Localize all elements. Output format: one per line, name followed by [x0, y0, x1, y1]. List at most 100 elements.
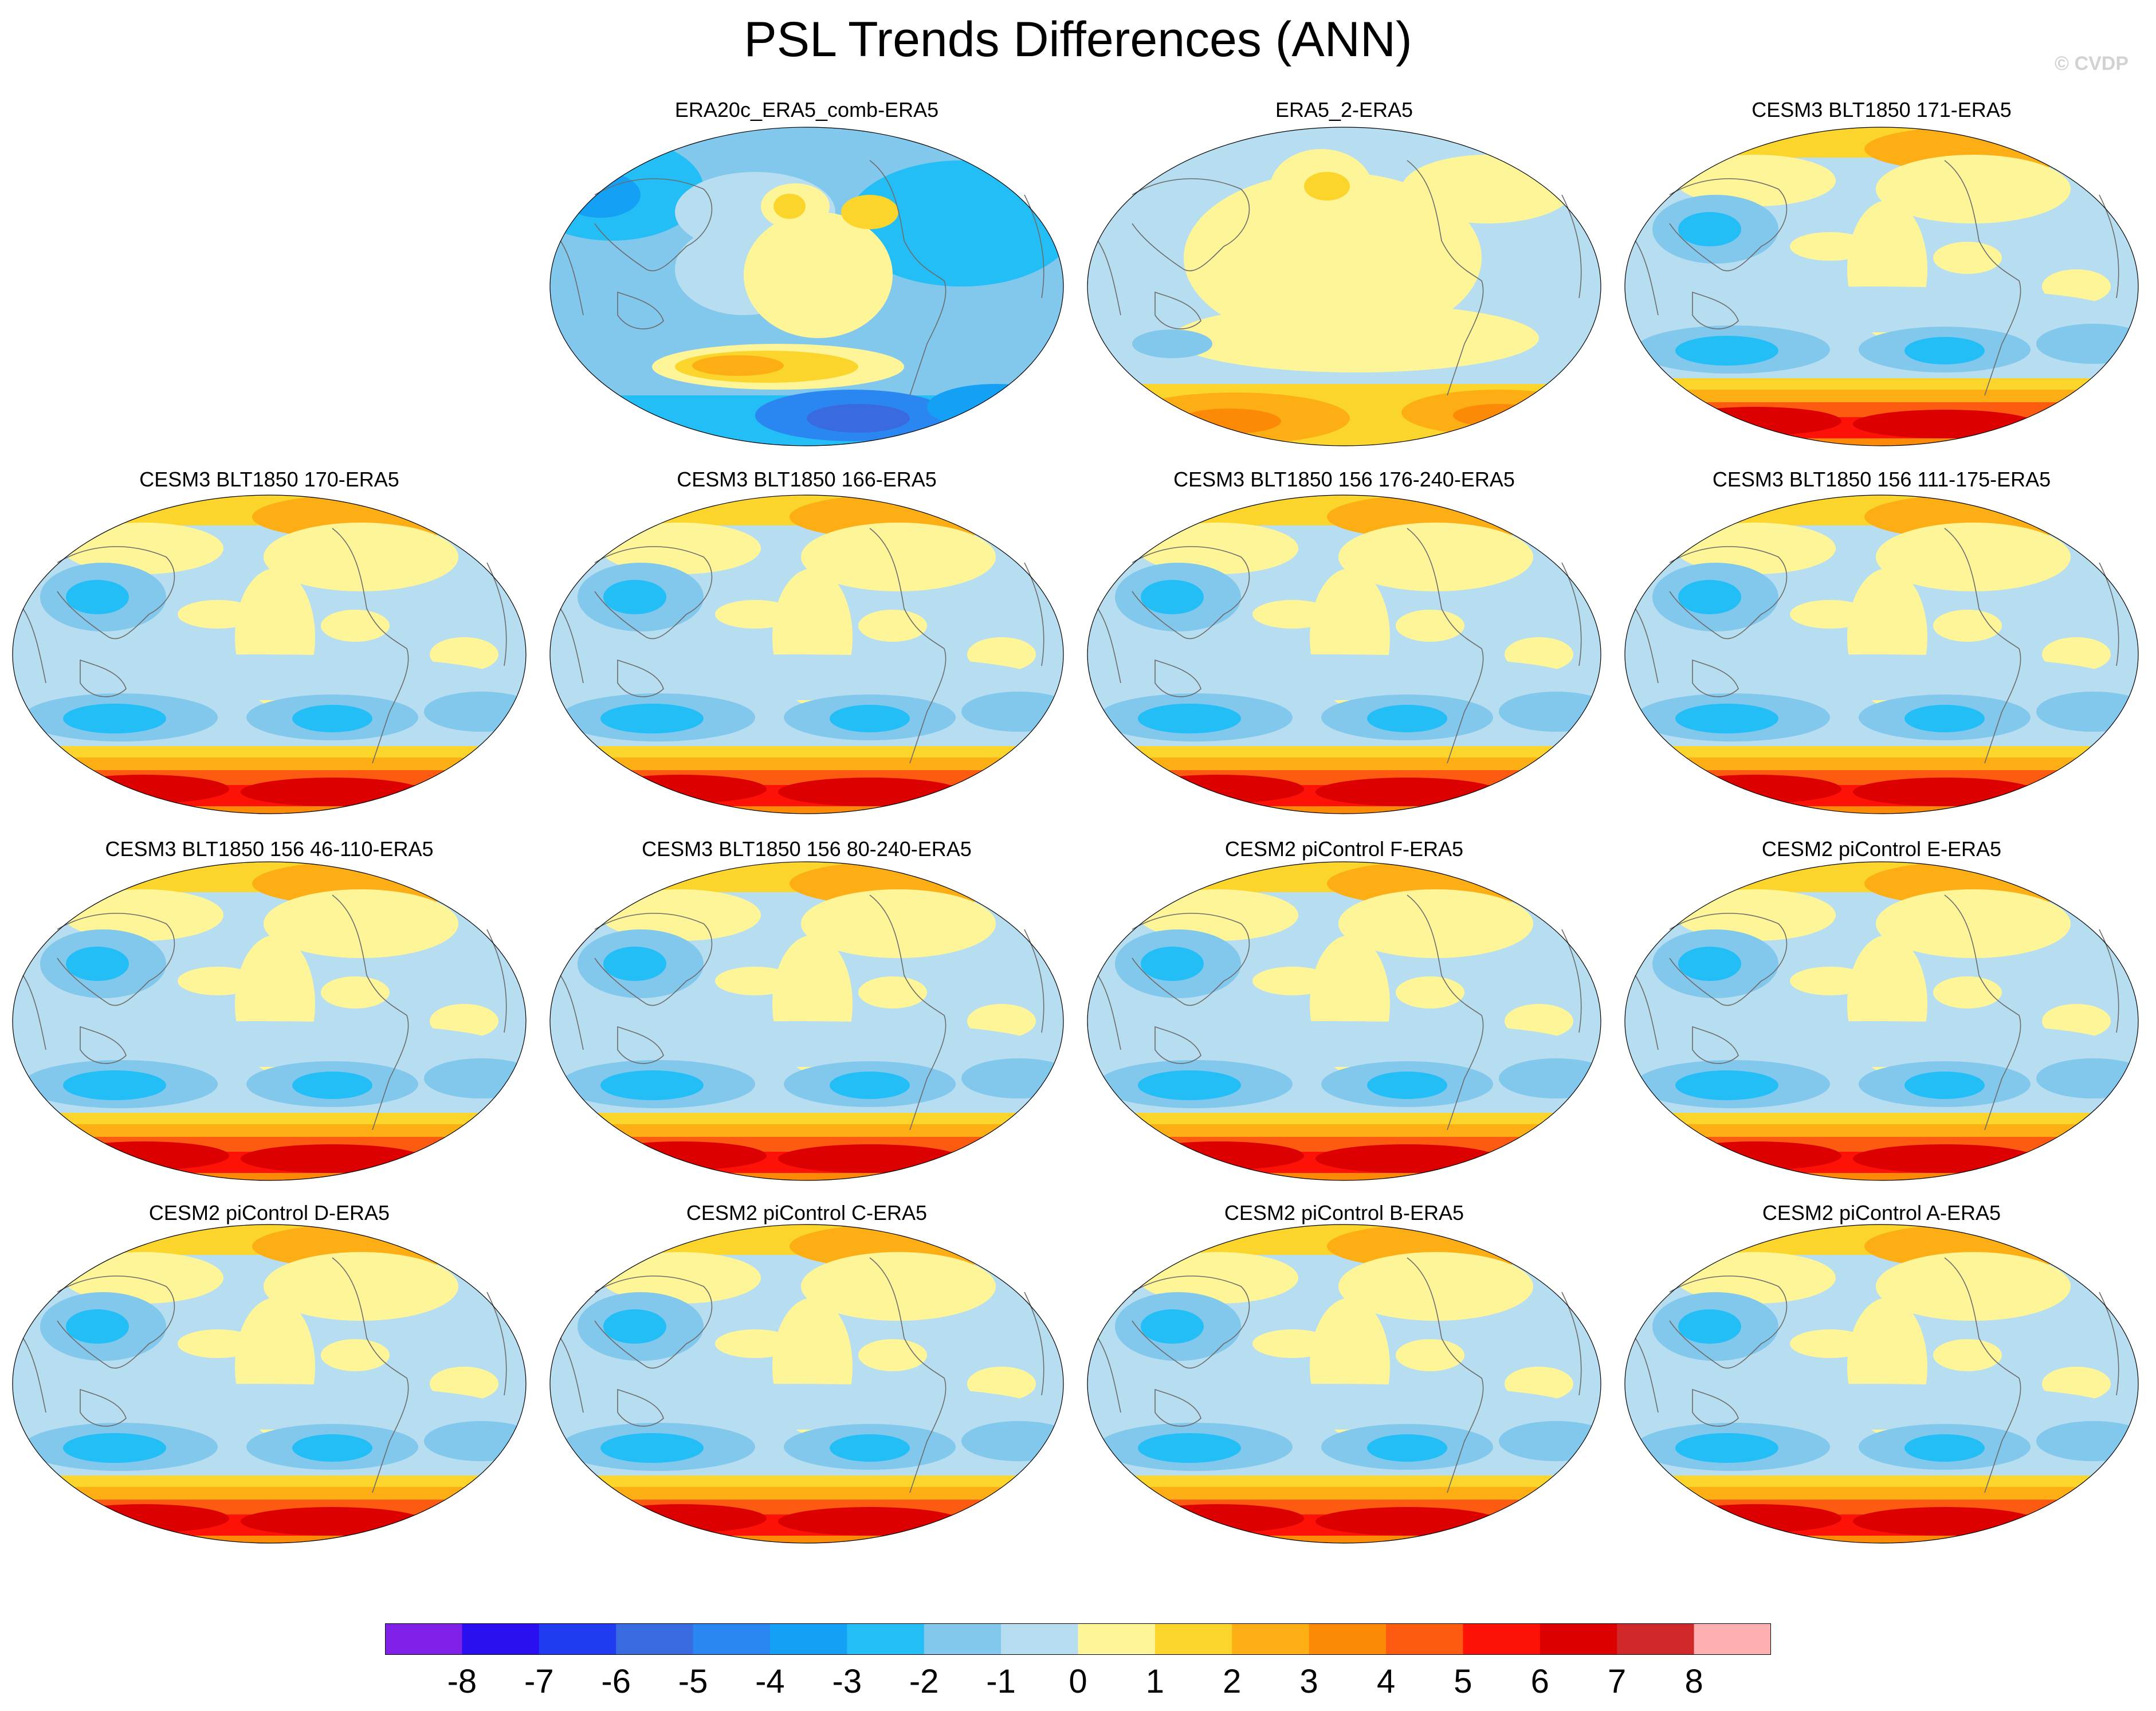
map-panel: [1624, 495, 2139, 814]
coastline: [1132, 1276, 1250, 1369]
coastline: [1561, 194, 1582, 299]
negative-anomaly: [1138, 1070, 1241, 1100]
positive-anomaly: [1933, 1339, 2002, 1371]
panel-title: ERA5_2-ERA5: [1275, 98, 1413, 121]
positive-anomaly: [178, 967, 258, 995]
positive-anomaly: [430, 1367, 498, 1401]
positive-anomaly: [1315, 1507, 1499, 1536]
coastline: [1097, 975, 1121, 1050]
positive-anomaly: [1670, 407, 1841, 435]
positive-anomaly: [1675, 889, 1836, 941]
map-panel: [1624, 127, 2139, 446]
negative-anomaly: [1904, 337, 1985, 364]
coastline: [1154, 659, 1201, 697]
positive-anomaly: [1670, 775, 1841, 803]
positive-anomaly: [1675, 1252, 1836, 1304]
map-panel: [549, 127, 1064, 446]
southern-ocean-positive: [13, 758, 526, 772]
coastline: [1154, 291, 1201, 329]
coastline: [1154, 1026, 1201, 1064]
negative-anomaly: [1675, 1433, 1778, 1463]
coastline: [1692, 291, 1739, 329]
positive-anomaly: [1338, 523, 1533, 591]
negative-anomaly: [1141, 580, 1204, 614]
coastline: [22, 975, 46, 1050]
positive-anomaly: [241, 1144, 424, 1173]
southern-ocean-positive: [550, 1475, 1063, 1488]
positive-anomaly: [1138, 889, 1298, 941]
panel-title: CESM2 piControl D-ERA5: [148, 1201, 390, 1225]
positive-anomaly: [778, 1144, 961, 1173]
positive-anomaly: [1396, 976, 1464, 1008]
colorbar-bin: [462, 1623, 540, 1655]
negative-anomaly: [1138, 1433, 1241, 1463]
coastline: [617, 1388, 664, 1427]
coastline: [80, 1388, 127, 1427]
coastline: [1635, 608, 1659, 684]
positive-anomaly: [1670, 1141, 1841, 1170]
negative-anomaly: [603, 947, 666, 981]
colorbar-tick-label: 8: [1684, 1663, 1703, 1700]
positive-anomaly: [57, 1504, 229, 1533]
positive-anomaly: [801, 889, 996, 958]
panel-title: CESM2 piControl C-ERA5: [686, 1201, 928, 1225]
colorbar-tick-label: -2: [909, 1663, 939, 1700]
positive-anomaly: [1675, 523, 1836, 574]
negative-anomaly: [1678, 212, 1741, 246]
positive-anomaly: [57, 1141, 229, 1170]
map-panel: [549, 495, 1064, 814]
southern-ocean-positive: [13, 746, 526, 759]
southern-ocean-positive: [1625, 746, 2138, 759]
colorbar-bin: [1463, 1623, 1541, 1655]
positive-anomaly: [1138, 523, 1298, 574]
positive-anomaly: [1338, 889, 1533, 958]
positive-anomaly: [1453, 404, 1545, 427]
map-panel: [12, 495, 527, 814]
positive-anomaly: [1493, 1509, 1596, 1532]
positive-anomaly: [1505, 1004, 1573, 1038]
coastline: [1944, 160, 2021, 396]
southern-ocean-positive: [1087, 1475, 1601, 1488]
coastline: [1944, 1257, 2021, 1493]
panel-title: CESM3 BLT1850 156 176-240-ERA5: [1173, 468, 1515, 491]
negative-anomaly: [807, 404, 910, 433]
positive-anomaly: [264, 1252, 458, 1321]
positive-anomaly: [858, 610, 927, 642]
negative-anomaly: [1141, 1309, 1204, 1344]
colorbar-tick-label: -6: [601, 1663, 631, 1700]
colorbar-tick-label: 6: [1530, 1663, 1549, 1700]
positive-anomaly: [1933, 610, 2002, 642]
positive-anomaly: [715, 967, 795, 995]
coastline: [332, 894, 409, 1131]
coastline: [617, 291, 664, 329]
positive-anomaly: [1790, 967, 1870, 995]
positive-anomaly: [744, 212, 893, 338]
panel-title: CESM3 BLT1850 156 80-240-ERA5: [642, 837, 972, 861]
colorbar-bin: [385, 1623, 462, 1655]
colorbar-frame: [385, 1623, 1771, 1655]
coastline: [1024, 1292, 1044, 1396]
map-boundary: [1087, 861, 1601, 1181]
coastline: [1024, 929, 1044, 1033]
negative-anomaly: [1367, 705, 1447, 732]
coastline: [1692, 1026, 1739, 1064]
coastline: [1692, 1388, 1739, 1427]
positive-anomaly: [1184, 172, 1482, 344]
southern-ocean-positive: [1625, 1487, 2138, 1501]
positive-anomaly: [956, 1509, 1059, 1532]
negative-anomaly: [1141, 947, 1204, 981]
coastline: [1097, 1337, 1121, 1413]
positive-anomaly: [430, 637, 498, 672]
colorbar-tick-label: 1: [1145, 1663, 1165, 1700]
coastline: [869, 528, 947, 764]
coastline: [1407, 1257, 1484, 1493]
colorbar-tick-label: -5: [678, 1663, 708, 1700]
near-zero-region: [17, 1384, 498, 1430]
negative-anomaly: [560, 172, 641, 218]
colorbar-tick-label: -1: [986, 1663, 1016, 1700]
coastline: [1944, 528, 2021, 764]
positive-anomaly: [2031, 1146, 2134, 1169]
map-panel: [1087, 1224, 1601, 1544]
coastline: [57, 913, 175, 1006]
negative-anomaly: [1904, 705, 1985, 732]
